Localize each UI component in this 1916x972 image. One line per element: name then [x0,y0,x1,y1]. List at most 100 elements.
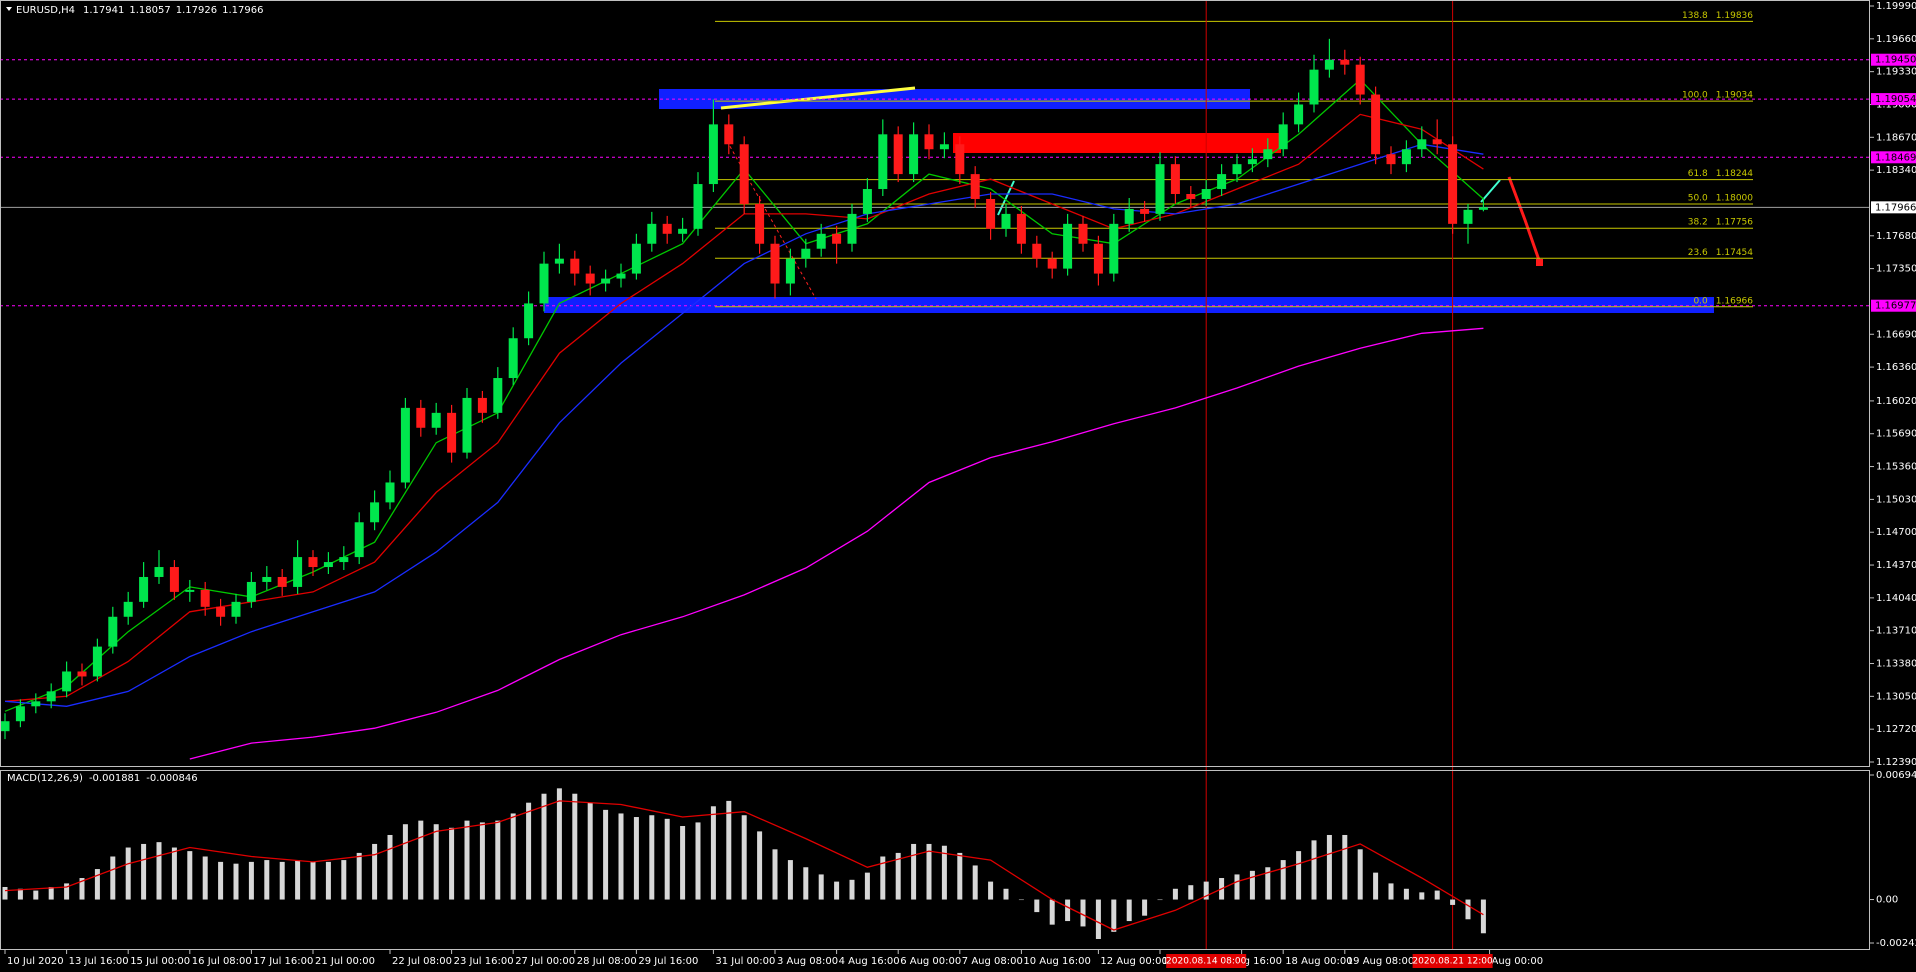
macd-bar [479,822,485,900]
y-tick-label: 1.16690 [1876,329,1916,340]
level-tag [1871,93,1916,106]
fib-price: 1.17454 [1716,248,1753,258]
candle-body [939,144,949,150]
level-tag [1871,299,1916,312]
arrow-end [1536,259,1543,266]
level-tag [1871,53,1916,66]
candle-body [585,273,595,284]
candle-body [770,243,780,284]
ohlc-value: 1.18057 [129,5,170,16]
candle-body [493,378,503,413]
candle-body [216,606,226,617]
candle-body [862,189,872,214]
x-tick-label: 7 Aug 08:00 [962,956,1023,967]
macd-bar [1142,899,1148,916]
macd-bar [572,793,578,900]
macd-bar [1003,888,1009,900]
candle-body [909,134,919,175]
candle-body [339,557,349,563]
fib-ratio: 0.0 [1693,296,1708,306]
macd-bar [1095,899,1101,940]
x-tick-label: 22 Jul 08:00 [392,956,452,967]
macd-bar [495,820,501,900]
macd-bar [1296,851,1302,900]
main-frame [0,0,1870,767]
candle-body [678,228,688,234]
macd-bar [233,863,239,900]
candle-body [1016,213,1026,244]
candle-body [955,144,965,175]
candle-body [139,576,149,602]
macd-bar [1111,899,1117,932]
fib-ratio: 38.2 [1688,218,1708,228]
macd-bar [171,847,177,900]
candle-body [185,589,195,592]
y-tick-label: 1.19660 [1876,34,1916,45]
candle-body [1401,149,1411,165]
time-tag-label: 2020.08.14 08:00 [1166,957,1247,967]
candle-body [986,198,996,229]
macd-name: MACD(12,26,9) [7,773,83,784]
x-tick-label: 6 Aug 00:00 [900,956,961,967]
time-tag [1166,954,1247,968]
candle-body [246,581,256,602]
candle-body [1109,223,1119,274]
macd-bar [726,800,732,900]
candle-body [847,213,857,244]
candle-body [693,184,703,229]
macd-tick-label: 0.00 [1876,895,1898,906]
macd-bar [141,843,147,900]
macd-bar [1249,870,1255,900]
time-tag [1412,954,1493,968]
candle-body [570,258,580,274]
candle-body [108,616,118,647]
candle-body [647,223,657,244]
candle-body [739,144,749,204]
macd-bar [387,834,393,900]
fib-price: 1.18244 [1716,169,1753,179]
macd-bar [849,879,855,900]
time-tag-label: 2020.08.21 12:00 [1412,957,1493,967]
macd-bar [264,860,270,900]
y-tick-label: 1.16020 [1876,396,1916,407]
macd-bar [79,878,85,900]
macd-bar [202,856,208,900]
candle-body [1217,174,1227,190]
macd-bar [125,847,131,900]
macd-bar [803,867,809,900]
macd-bar [33,890,39,900]
candle-body [1463,209,1473,224]
macd-bar [510,813,516,900]
candle-body [1278,124,1288,150]
x-tick-label: Aug 00:00 [1492,956,1544,967]
macd-signal [4,800,1484,931]
x-tick-label: 31 Jul 00:00 [715,956,775,967]
y-tick-label: 1.14370 [1876,560,1916,571]
macd-bar [526,802,532,900]
symbol: EURUSD,H4 [16,5,75,16]
y-tick-label: 1.14700 [1876,527,1916,538]
ohlc-value: 1.17941 [83,5,124,16]
candle-body [1309,69,1319,105]
x-tick-label: 27 Jul 00:00 [515,956,575,967]
x-tick-label: 12 Aug 00:00 [1100,956,1167,967]
level-tag-label: 1.18469 [1875,152,1916,163]
candle-body [755,203,765,244]
fib-ratio: 23.6 [1688,248,1708,258]
macd-bar [418,820,424,900]
macd-bar [864,872,870,900]
y-tick-label: 1.15360 [1876,462,1916,473]
candle-body [123,601,133,617]
x-tick-label: 13 Jul 16:00 [69,956,129,967]
candle-body [416,407,426,428]
candle-body [1063,223,1073,269]
candle-body [601,278,611,284]
macd-bar [17,888,23,900]
candle-body [169,567,179,592]
y-tick-label: 1.19990 [1876,1,1916,12]
macd-bar [772,849,778,900]
candle-body [1478,207,1488,210]
macd-frame [0,770,1870,950]
